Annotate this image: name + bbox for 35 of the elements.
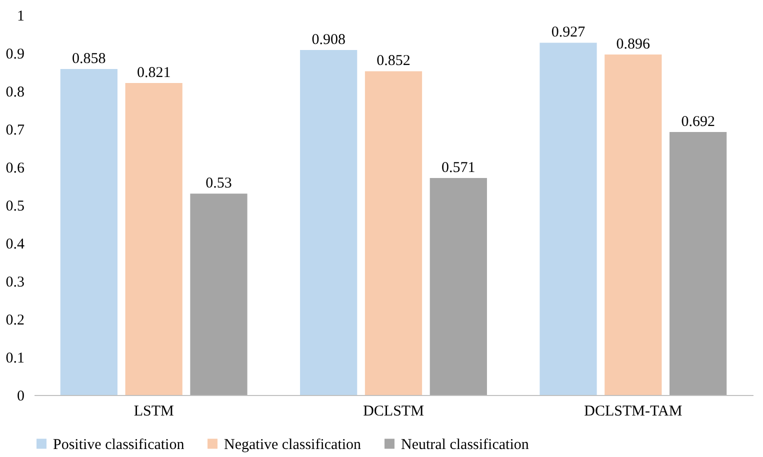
legend-label: Positive classification: [53, 436, 185, 453]
y-tick-label: 0.2: [6, 312, 24, 328]
x-tick-label: DCLSTM: [363, 404, 424, 420]
data-label: 0.571: [442, 160, 476, 176]
y-tick-label: 0: [17, 388, 24, 404]
data-label: 0.53: [206, 176, 232, 192]
bar: [190, 194, 248, 395]
legend-label: Neutral classification: [401, 436, 530, 453]
bar: [604, 54, 662, 395]
data-label: 0.821: [136, 65, 171, 82]
y-tick-label: 1: [17, 8, 24, 24]
bar: [540, 42, 597, 395]
x-tick-label: DCLSTM-TAM: [584, 404, 682, 420]
data-label: 0.908: [312, 32, 346, 48]
data-label: 0.852: [376, 53, 410, 70]
y-tick-label: 0.5: [6, 198, 24, 214]
legend-label: Negative classification: [224, 436, 362, 453]
data-label: 0.692: [681, 114, 715, 130]
y-tick-label: 0.3: [6, 274, 24, 290]
data-label: 0.858: [72, 50, 106, 67]
y-tick-label: 0.4: [6, 236, 25, 252]
data-label: 0.927: [551, 24, 586, 41]
data-label: 0.896: [616, 36, 651, 53]
bar: [300, 50, 358, 395]
y-tick-label: 0.7: [6, 122, 25, 138]
y-tick-label: 0.8: [6, 84, 24, 100]
bar: [430, 178, 487, 395]
y-tick-label: 0.1: [6, 350, 24, 366]
bar: [670, 132, 727, 395]
x-tick-label: LSTM: [134, 404, 174, 420]
y-tick-label: 0.9: [6, 46, 24, 62]
y-tick-label: 0.6: [6, 160, 25, 176]
bar: [125, 83, 182, 395]
bar: [60, 68, 118, 395]
bar: [364, 71, 422, 395]
